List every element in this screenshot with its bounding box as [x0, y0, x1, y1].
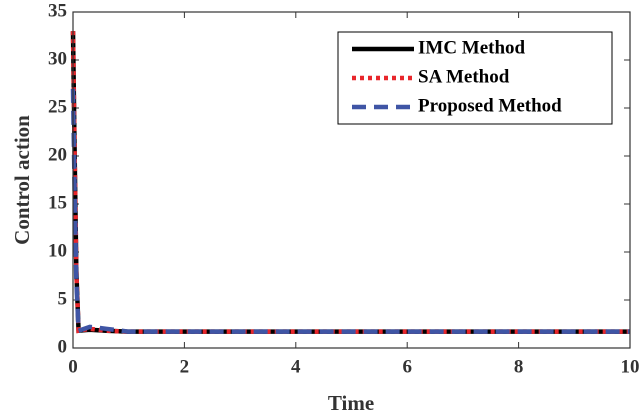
x-tick-label: 4	[291, 356, 301, 377]
plot-frame	[72, 11, 631, 349]
y-tick-label: 10	[48, 240, 67, 261]
y-tick-label: 30	[48, 48, 67, 69]
y-tick-label: 15	[48, 192, 67, 213]
y-tick-label: 20	[48, 144, 67, 165]
x-tick-label: 8	[514, 356, 524, 377]
x-tick-label: 10	[621, 356, 640, 377]
y-tick-label: 5	[58, 288, 68, 309]
y-axis-label: Control action	[10, 115, 34, 245]
legend-label: IMC Method	[418, 37, 526, 58]
legend-label: Proposed Method	[418, 95, 562, 116]
x-tick-label: 0	[68, 356, 78, 377]
legend-label: SA Method	[418, 66, 510, 87]
x-axis-label: Time	[328, 391, 374, 415]
x-tick-label: 6	[402, 356, 412, 377]
data-line	[70, 88, 630, 334]
data-line	[70, 31, 630, 334]
y-tick-label: 0	[58, 336, 68, 357]
y-tick-label: 35	[48, 0, 67, 21]
x-tick-label: 2	[180, 356, 190, 377]
y-tick-label: 25	[48, 96, 67, 117]
